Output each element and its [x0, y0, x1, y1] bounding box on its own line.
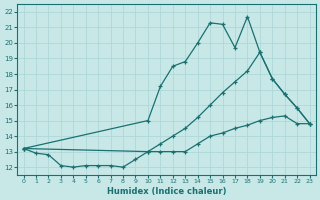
X-axis label: Humidex (Indice chaleur): Humidex (Indice chaleur) — [107, 187, 226, 196]
